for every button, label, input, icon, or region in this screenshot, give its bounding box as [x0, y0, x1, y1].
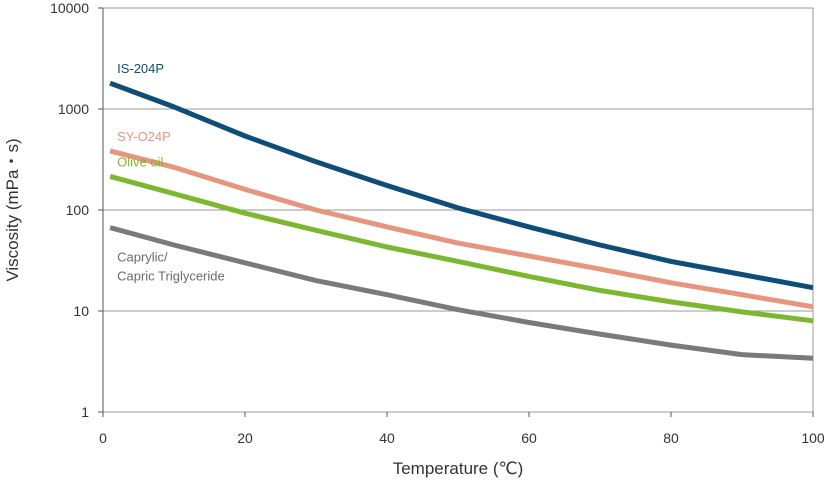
series-label-line: Olive oil	[117, 154, 163, 169]
series-label-line: SY-O24P	[117, 129, 171, 144]
x-tick-label: 60	[521, 430, 537, 446]
labels: IS-204P SY-O24P Olive oil Caprylic/Capric T…	[117, 61, 225, 283]
y-tick-label: 10000	[50, 0, 89, 16]
x-tick-label: 20	[237, 430, 253, 446]
series-lines	[109, 80, 814, 361]
series-label: Caprylic/Capric Triglyceride	[117, 250, 225, 284]
series-label: Olive oil	[117, 154, 163, 169]
x-tick-label: 0	[99, 430, 107, 446]
x-tick-label: 100	[801, 430, 825, 446]
y-tick-label: 100	[66, 202, 90, 218]
series-line	[109, 173, 814, 324]
series-label-line: IS-204P	[117, 61, 164, 76]
axes: 1 10 100 1000 10000 0 20 40 60 80 100	[50, 0, 825, 446]
x-tick-label: 80	[663, 430, 679, 446]
series-line	[109, 225, 814, 361]
series-line	[109, 80, 814, 291]
y-axis-title: Viscosity (mPa・s)	[3, 138, 22, 281]
series-label: IS-204P	[117, 61, 164, 76]
x-axis-title: Temperature (℃)	[393, 459, 524, 478]
series-label-line: Caprylic/	[117, 250, 168, 265]
y-tick-label: 10	[73, 303, 89, 319]
y-tick-label: 1	[81, 404, 89, 420]
series-label: SY-O24P	[117, 129, 171, 144]
series-label-line: Capric Triglyceride	[117, 269, 225, 284]
series-line	[109, 148, 814, 310]
y-tick-label: 1000	[58, 101, 89, 117]
x-tick-label: 40	[379, 430, 395, 446]
